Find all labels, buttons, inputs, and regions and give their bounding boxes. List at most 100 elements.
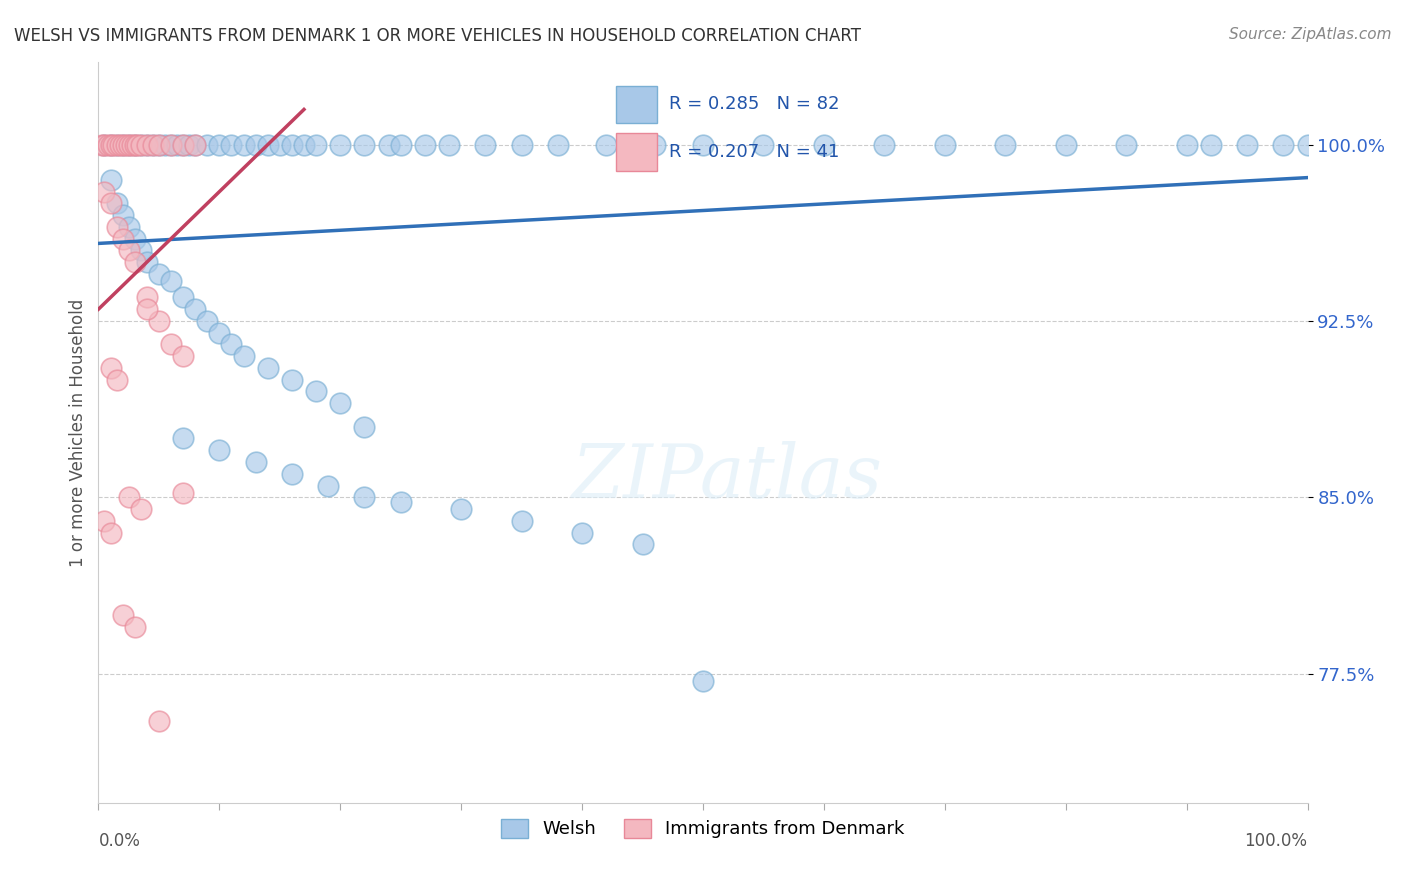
Point bbox=[172, 432, 194, 446]
Point bbox=[135, 255, 157, 269]
Text: 0.0%: 0.0% bbox=[98, 832, 141, 850]
Point bbox=[1296, 137, 1319, 152]
Point bbox=[160, 337, 183, 351]
Point bbox=[93, 137, 115, 152]
Point bbox=[124, 619, 146, 633]
Point bbox=[934, 137, 956, 152]
Point bbox=[1236, 137, 1258, 152]
Point bbox=[124, 137, 146, 152]
Point bbox=[166, 137, 188, 152]
Point bbox=[245, 455, 267, 469]
Point bbox=[281, 137, 304, 152]
Point bbox=[100, 137, 122, 152]
Point bbox=[208, 326, 231, 340]
Point bbox=[1175, 137, 1198, 152]
Point bbox=[353, 137, 375, 152]
Point bbox=[100, 173, 122, 187]
Point bbox=[135, 302, 157, 317]
Point bbox=[118, 137, 141, 152]
Point bbox=[148, 314, 170, 328]
Point bbox=[413, 137, 436, 152]
Point bbox=[281, 373, 304, 387]
Point bbox=[118, 490, 141, 504]
Point bbox=[184, 302, 207, 317]
Point bbox=[97, 137, 120, 152]
Point bbox=[474, 137, 496, 152]
Point bbox=[105, 137, 128, 152]
Point bbox=[124, 137, 146, 152]
Point bbox=[172, 349, 194, 363]
Point bbox=[208, 443, 231, 458]
Point bbox=[353, 419, 375, 434]
Point bbox=[111, 137, 134, 152]
Point bbox=[184, 137, 207, 152]
Point bbox=[172, 290, 194, 304]
Point bbox=[692, 673, 714, 688]
Point bbox=[135, 137, 157, 152]
Point bbox=[1115, 137, 1137, 152]
Point bbox=[148, 137, 170, 152]
Point bbox=[269, 137, 291, 152]
Text: WELSH VS IMMIGRANTS FROM DENMARK 1 OR MORE VEHICLES IN HOUSEHOLD CORRELATION CHA: WELSH VS IMMIGRANTS FROM DENMARK 1 OR MO… bbox=[14, 27, 860, 45]
Point bbox=[510, 514, 533, 528]
Point bbox=[124, 232, 146, 246]
Point bbox=[450, 502, 472, 516]
Point bbox=[305, 137, 328, 152]
Point bbox=[93, 185, 115, 199]
Point bbox=[692, 137, 714, 152]
Point bbox=[142, 137, 165, 152]
Legend: Welsh, Immigrants from Denmark: Welsh, Immigrants from Denmark bbox=[494, 812, 912, 846]
Point bbox=[105, 137, 128, 152]
Point bbox=[316, 478, 339, 492]
Point bbox=[111, 607, 134, 622]
Point bbox=[179, 137, 201, 152]
Point bbox=[305, 384, 328, 399]
Point bbox=[100, 196, 122, 211]
Point bbox=[172, 137, 194, 152]
Point bbox=[510, 137, 533, 152]
Point bbox=[118, 219, 141, 234]
Point bbox=[547, 137, 569, 152]
Point bbox=[256, 361, 278, 376]
Point bbox=[353, 490, 375, 504]
Point bbox=[100, 361, 122, 376]
Text: Source: ZipAtlas.com: Source: ZipAtlas.com bbox=[1229, 27, 1392, 42]
Point bbox=[135, 290, 157, 304]
Point bbox=[208, 137, 231, 152]
Point bbox=[111, 137, 134, 152]
Point bbox=[1054, 137, 1077, 152]
Text: 100.0%: 100.0% bbox=[1244, 832, 1308, 850]
Point bbox=[160, 274, 183, 288]
Point bbox=[108, 137, 131, 152]
Point bbox=[232, 137, 254, 152]
Point bbox=[135, 137, 157, 152]
Point bbox=[127, 137, 149, 152]
Point bbox=[160, 137, 183, 152]
Point bbox=[105, 219, 128, 234]
Point bbox=[437, 137, 460, 152]
Point bbox=[129, 137, 152, 152]
Point bbox=[221, 137, 243, 152]
Point bbox=[160, 137, 183, 152]
Point bbox=[148, 267, 170, 281]
Point bbox=[111, 232, 134, 246]
Point bbox=[100, 525, 122, 540]
Point bbox=[148, 137, 170, 152]
Point bbox=[389, 495, 412, 509]
Point bbox=[281, 467, 304, 481]
Point bbox=[245, 137, 267, 152]
Point bbox=[100, 137, 122, 152]
Point bbox=[124, 255, 146, 269]
Point bbox=[232, 349, 254, 363]
Point bbox=[121, 137, 143, 152]
Point bbox=[101, 137, 124, 152]
Point bbox=[111, 208, 134, 222]
Y-axis label: 1 or more Vehicles in Household: 1 or more Vehicles in Household bbox=[69, 299, 87, 566]
Point bbox=[595, 137, 617, 152]
Point bbox=[292, 137, 315, 152]
Point bbox=[93, 137, 115, 152]
Point bbox=[105, 373, 128, 387]
Point bbox=[142, 137, 165, 152]
Point bbox=[172, 485, 194, 500]
Point bbox=[105, 196, 128, 211]
